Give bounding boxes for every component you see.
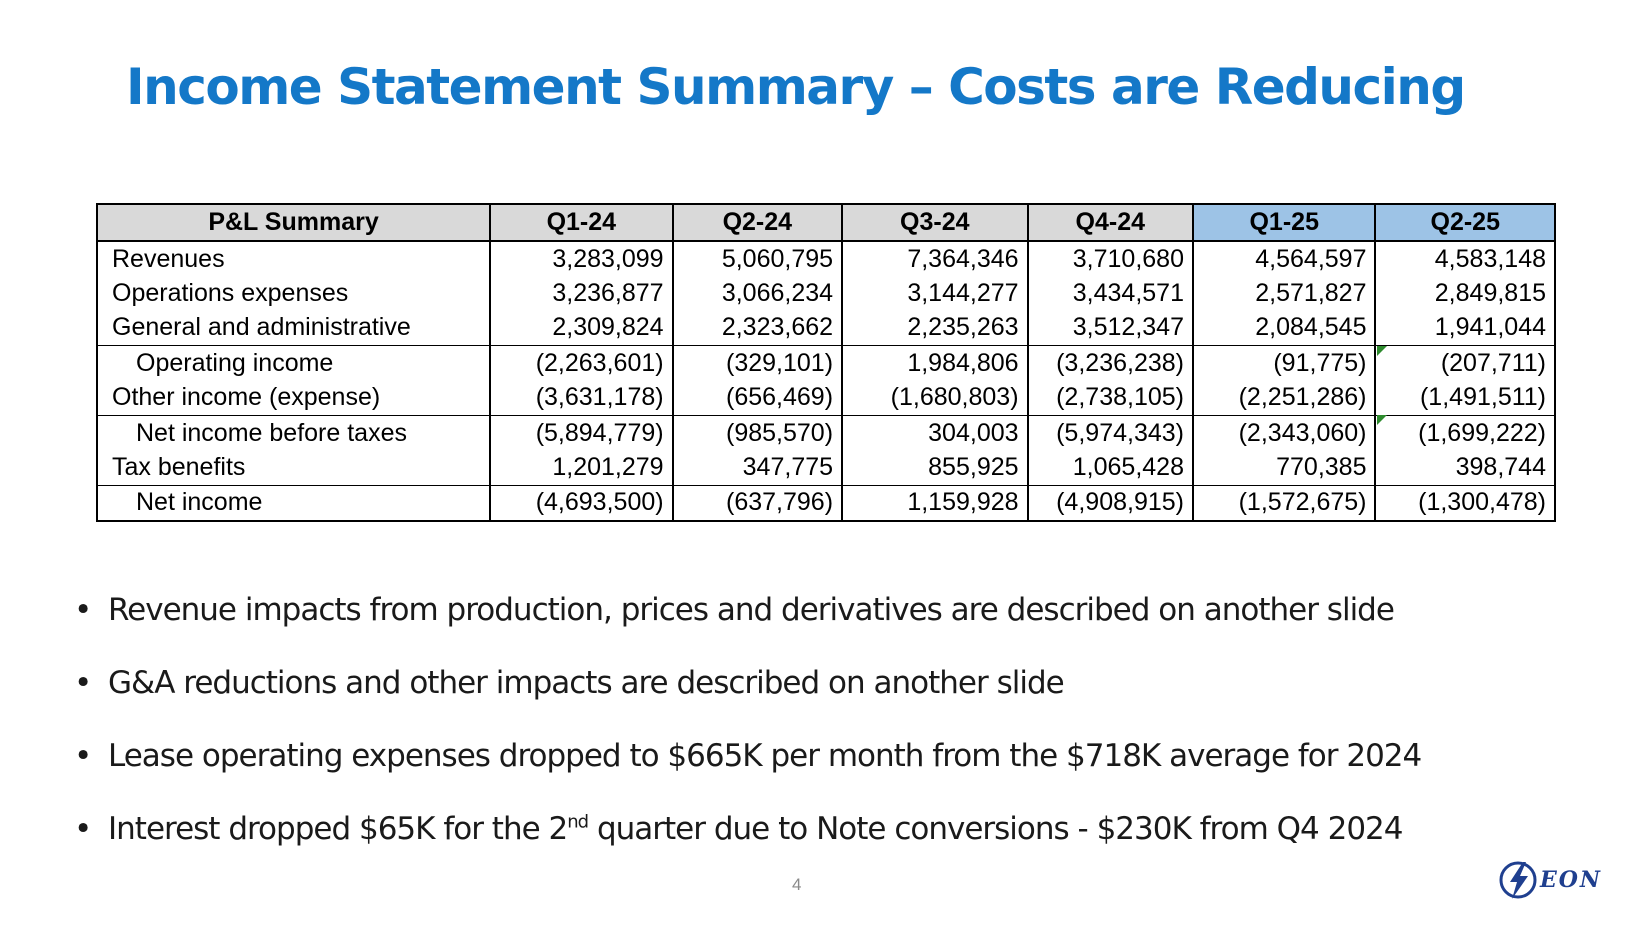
table-cell: (1,491,511) (1374, 380, 1556, 416)
lightning-bolt-icon (1499, 861, 1537, 899)
table-cell: (2,343,060) (1191, 414, 1377, 451)
pl-summary-table: P&L Summary Q1-24 Q2-24 Q3-24 Q4-24 Q1-2… (95, 203, 1556, 523)
table-cell: (1,300,478) (1374, 484, 1556, 523)
table-row: Net income before taxes (5,894,779) (985… (95, 414, 1556, 451)
table-cell: (3,236,238) (1026, 345, 1194, 381)
table-cell: (2,263,601) (489, 345, 674, 381)
bullet-text: Lease operating expenses dropped to $665… (108, 738, 1422, 774)
table-row: General and administrative 2,309,824 2,3… (95, 310, 1556, 346)
bullet-item: • Lease operating expenses dropped to $66… (74, 738, 1422, 774)
table-cell: (3,631,178) (489, 380, 674, 416)
bullet-superscript: nd (567, 811, 589, 833)
row-label: General and administrative (95, 310, 492, 346)
table-row: Operations expenses 3,236,877 3,066,234 … (95, 276, 1556, 311)
page-number: 4 (792, 875, 802, 894)
table-cell: 1,065,428 (1026, 450, 1194, 486)
table-row: Tax benefits 1,201,279 347,775 855,925 1… (95, 450, 1556, 486)
table-cell: 304,003 (841, 414, 1029, 451)
bullet-list: • Revenue impacts from production, prices… (74, 592, 1422, 884)
table-cell: 4,564,597 (1191, 241, 1377, 277)
cell-error-marker (1377, 346, 1387, 356)
bullet-text: G&A reductions and other impacts are des… (108, 665, 1065, 701)
table-cell: 855,925 (841, 450, 1029, 486)
table-cell: 3,710,680 (1026, 241, 1194, 277)
row-label: Net income (95, 484, 492, 523)
table-cell: (5,894,779) (489, 414, 674, 451)
cell-error-marker (1377, 415, 1387, 425)
table-cell: (1,572,675) (1191, 484, 1377, 523)
table-cell: (4,693,500) (489, 484, 674, 523)
table-row: Other income (expense) (3,631,178) (656,… (95, 380, 1556, 416)
header-q1-24: Q1-24 (489, 203, 674, 242)
header-q3-24: Q3-24 (841, 203, 1029, 242)
table-cell: (1,699,222) (1374, 414, 1556, 451)
row-label: Operations expenses (95, 276, 492, 311)
table-cell: (656,469) (671, 380, 844, 416)
table-cell: (1,680,803) (841, 380, 1029, 416)
row-label: Revenues (95, 241, 492, 277)
row-label: Net income before taxes (95, 414, 492, 451)
table-cell: 3,066,234 (671, 276, 844, 311)
header-q4-24: Q4-24 (1026, 203, 1194, 242)
table-cell: 3,512,347 (1026, 310, 1194, 346)
bullet-text-post: quarter due to Note conversions - $230K … (588, 811, 1404, 847)
table-cell: 2,309,824 (489, 310, 674, 346)
header-q2-25: Q2-25 (1374, 203, 1556, 242)
table-cell: 1,201,279 (489, 450, 674, 486)
row-label: Operating income (95, 345, 492, 381)
table-cell: 347,775 (671, 450, 844, 486)
table-row: Revenues 3,283,099 5,060,795 7,364,346 3… (95, 241, 1556, 277)
bullet-item: • G&A reductions and other impacts are de… (74, 665, 1065, 701)
table-header-row: P&L Summary Q1-24 Q2-24 Q3-24 Q4-24 Q1-2… (95, 203, 1556, 242)
table-cell: 2,084,545 (1191, 310, 1377, 346)
table-cell: 1,984,806 (841, 345, 1029, 381)
table-cell: 1,941,044 (1374, 310, 1556, 346)
header-q1-25: Q1-25 (1191, 203, 1377, 242)
table-cell: 770,385 (1191, 450, 1377, 486)
table-cell: 4,583,148 (1374, 241, 1556, 277)
table-cell: (5,974,343) (1026, 414, 1194, 451)
table-cell: 398,744 (1374, 450, 1556, 486)
header-q2-24: Q2-24 (671, 203, 844, 242)
table-cell: (985,570) (671, 414, 844, 451)
bullet-item: • Interest dropped $65K for the 2nd quart… (74, 811, 1404, 847)
bullet-item: • Revenue impacts from production, prices… (74, 592, 1395, 628)
table-cell: 3,283,099 (489, 241, 674, 277)
slide-title: Income Statement Summary – Costs are Red… (126, 58, 1466, 116)
table-cell: (91,775) (1191, 345, 1377, 381)
logo-text: EON (1540, 867, 1603, 893)
table-cell: 2,849,815 (1374, 276, 1556, 311)
table-cell: (4,908,915) (1026, 484, 1194, 523)
table-cell: 5,060,795 (671, 241, 844, 277)
table-cell: 2,323,662 (671, 310, 844, 346)
table-cell: 1,159,928 (841, 484, 1029, 523)
bullet-text-pre: Interest dropped $65K for the 2 (108, 811, 568, 847)
table-cell: 2,235,263 (841, 310, 1029, 346)
table-row: Operating income (2,263,601) (329,101) 1… (95, 345, 1556, 381)
bullet-text: Revenue impacts from production, prices … (108, 592, 1395, 628)
row-label: Other income (expense) (95, 380, 492, 416)
table-cell: 2,571,827 (1191, 276, 1377, 311)
table-cell: 3,236,877 (489, 276, 674, 311)
table-cell: (2,738,105) (1026, 380, 1194, 416)
row-label: Tax benefits (95, 450, 492, 486)
table-row: Net income (4,693,500) (637,796) 1,159,9… (95, 484, 1556, 523)
table-cell: (329,101) (671, 345, 844, 381)
eon-logo: EON (1498, 858, 1613, 902)
table-cell: 3,434,571 (1026, 276, 1194, 311)
table-cell: (207,711) (1374, 345, 1556, 381)
table-cell: 7,364,346 (841, 241, 1029, 277)
header-pl-summary: P&L Summary (95, 203, 492, 242)
table-cell: (637,796) (671, 484, 844, 523)
table-cell: (2,251,286) (1191, 380, 1377, 416)
table-cell: 3,144,277 (841, 276, 1029, 311)
